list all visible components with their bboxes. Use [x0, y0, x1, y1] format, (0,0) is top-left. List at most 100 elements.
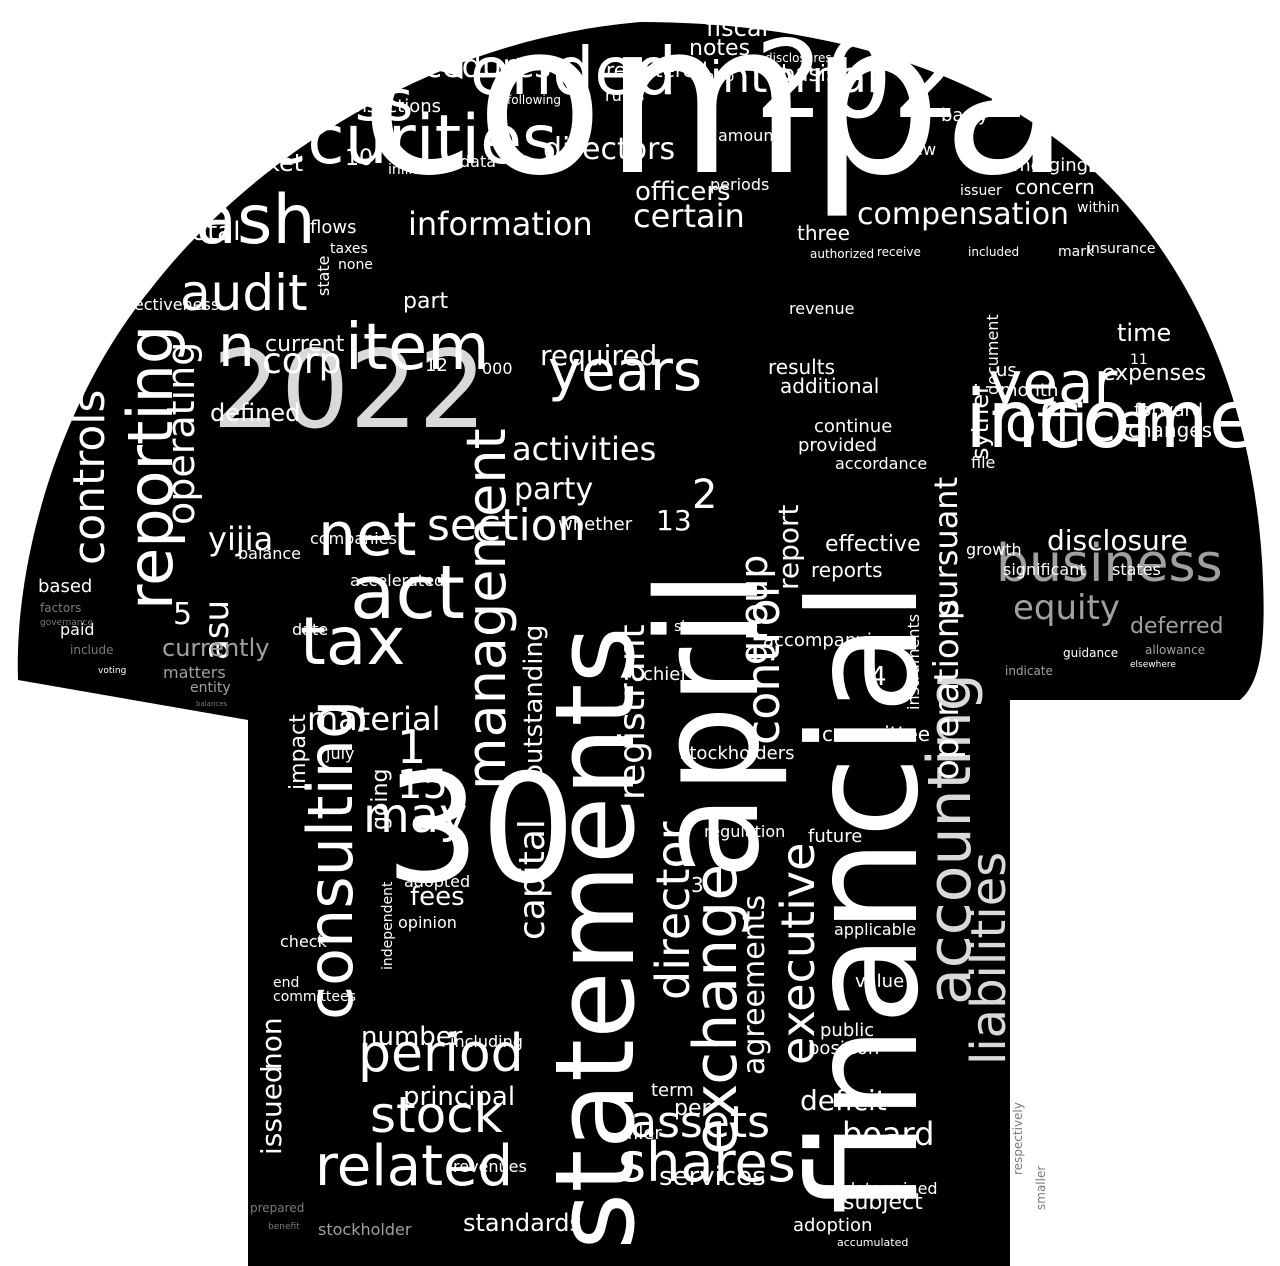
word-fiscal: fiscal	[706, 14, 769, 42]
word-periods: periods	[710, 175, 770, 194]
word-respectively: respectively	[1011, 1102, 1025, 1175]
word-independent: independent	[380, 881, 396, 971]
word-5: 5	[173, 597, 193, 632]
word-stockholder: stockholder	[318, 1220, 412, 1239]
word-certain: certain	[633, 197, 745, 235]
word-equity: equity	[1013, 588, 1120, 628]
word-provided: provided	[798, 435, 878, 456]
word-check: check	[280, 932, 327, 951]
word-barry: barry	[941, 105, 989, 126]
word-yijia: yijia	[208, 520, 274, 558]
word-month: month	[1000, 380, 1059, 401]
word-prepared: prepared	[250, 1201, 305, 1215]
word-include: include	[70, 643, 114, 657]
word-generally: generally	[517, 9, 574, 23]
word-balance: balance	[238, 544, 301, 563]
word-date: date	[292, 620, 329, 639]
word-reports: reports	[811, 558, 883, 582]
word-services: services	[659, 1162, 766, 1192]
word-going: going	[368, 768, 393, 830]
word-position: position	[808, 1038, 880, 1059]
word-amount: amount	[718, 126, 780, 145]
word-2021: 2021	[755, 18, 1030, 143]
word-section: section	[427, 500, 586, 551]
word-companies: companies	[310, 529, 397, 548]
word-based: based	[38, 576, 93, 597]
word-subject: subject	[843, 1190, 923, 1215]
word-material: material	[307, 700, 441, 738]
word-three: three	[797, 221, 850, 245]
word-registered: registered	[606, 58, 708, 82]
word-expenses: expenses	[1102, 361, 1207, 386]
word-ended: ended	[470, 33, 677, 110]
word-end: end	[273, 975, 300, 991]
word-taxes: taxes	[330, 241, 368, 257]
word-adoption: adoption	[793, 1215, 873, 1236]
word-effectiveness: effectiveness	[113, 295, 220, 314]
word-liabilities: liabilities	[961, 851, 1017, 1065]
word-time: time	[1117, 319, 1172, 347]
word-assets: assets	[630, 1097, 771, 1148]
word-rule: rule	[157, 202, 192, 223]
word-2: 2	[692, 472, 718, 518]
word-number: number	[361, 1022, 463, 1052]
word-additional: additional	[780, 374, 880, 398]
word-term: term	[651, 1080, 694, 1101]
word-chief: chief	[643, 664, 687, 685]
word-new: new	[903, 140, 937, 159]
word-file: file	[971, 453, 996, 472]
word-30: 30	[385, 743, 576, 917]
word-continue: continue	[814, 416, 893, 437]
word-item: item	[345, 311, 490, 385]
word-act: act	[350, 550, 466, 636]
word-stockholders: stockholders	[680, 743, 795, 764]
word-income: income	[965, 373, 1259, 466]
word-deferred: deferred	[1130, 614, 1224, 639]
word-non: non	[255, 1017, 288, 1070]
word-net: net	[318, 500, 417, 570]
word-executive: executive	[771, 842, 825, 1065]
word-related: related	[315, 1134, 514, 1199]
word-registrant: registrant	[612, 624, 653, 800]
word-data: data	[460, 152, 497, 171]
word-none: none	[338, 257, 373, 273]
word-revenue: revenue	[789, 299, 855, 318]
word-stock: stock	[370, 1086, 503, 1144]
silhouette-path	[17, 22, 1264, 1266]
word-sytner: sytner	[966, 384, 994, 460]
word-currently: currently	[162, 634, 270, 662]
word-audit: audit	[180, 264, 308, 322]
word-mark: mark	[1058, 244, 1095, 260]
word-per: per	[674, 1096, 711, 1121]
word-filer: filer	[627, 1123, 662, 1144]
word-agreements: agreements	[737, 894, 772, 1075]
word-loss: loss	[305, 69, 414, 134]
word-board: board	[842, 1115, 935, 1153]
word-also: also	[706, 69, 735, 85]
word-management: management	[455, 428, 518, 790]
word-flows: flows	[310, 217, 357, 238]
word-2022: 2022	[212, 328, 487, 453]
word-outstanding: outstanding	[519, 624, 549, 780]
word-elsewhere: elsewhere	[1130, 660, 1176, 670]
word-insurance: insurance	[1087, 241, 1156, 257]
word-standards: standards	[463, 1209, 582, 1237]
word-business: business	[996, 534, 1223, 594]
word-voting: voting	[98, 666, 127, 676]
word-forward: forward	[1134, 400, 1204, 421]
word-results: results	[768, 355, 836, 379]
word-governance: governance	[40, 618, 94, 628]
word-part: part	[403, 289, 449, 314]
word-issuer: issuer	[960, 183, 1002, 199]
word-internal: internal	[710, 52, 879, 103]
word-determined: determined	[845, 1179, 938, 1198]
word-transactions: transactions	[330, 96, 442, 117]
word-required: required	[540, 339, 658, 372]
word-corp: corp	[262, 341, 342, 382]
word-future: future	[808, 826, 863, 847]
word-revenues: revenues	[453, 1157, 527, 1176]
word-accordance: accordance	[835, 454, 928, 473]
word-directors: directors	[543, 132, 676, 167]
